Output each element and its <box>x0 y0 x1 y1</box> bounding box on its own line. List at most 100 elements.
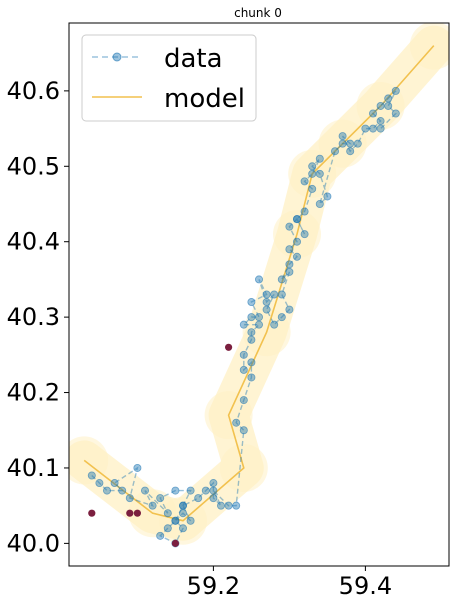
data-point <box>209 486 218 495</box>
y-tick-label: 40.2 <box>7 379 60 407</box>
data-point <box>353 139 362 148</box>
y-tick-label: 40.0 <box>7 529 60 557</box>
data-point <box>323 192 332 201</box>
data-point <box>368 109 377 118</box>
data-point <box>361 124 370 133</box>
data-point <box>285 267 294 276</box>
data-point <box>262 298 271 307</box>
data-point <box>103 486 112 495</box>
data-point <box>384 101 393 110</box>
data-point <box>376 124 385 133</box>
data-point <box>239 396 248 405</box>
plot-content <box>69 23 449 548</box>
data-point <box>110 479 119 488</box>
data-point <box>156 531 165 540</box>
data-point <box>270 320 279 329</box>
data-point <box>330 147 339 156</box>
x-tick-label: 59.4 <box>339 572 392 600</box>
data-point <box>156 494 165 503</box>
outlier-point <box>126 509 134 517</box>
data-point <box>346 147 355 156</box>
chart-title: chunk 0 <box>234 6 282 20</box>
axes: 40.0 40.1 40.2 40.3 40.4 40.5 40.6 59.2 59.4 <box>7 77 393 600</box>
data-point <box>87 471 96 480</box>
data-point <box>133 463 142 472</box>
plot-area <box>69 23 449 548</box>
data-point <box>315 154 324 163</box>
data-point <box>376 117 385 126</box>
data-point <box>308 184 317 193</box>
data-point <box>163 509 172 518</box>
data-point <box>239 350 248 359</box>
data-point <box>186 486 195 495</box>
data-point <box>277 290 286 299</box>
y-tick-label: 40.3 <box>7 303 60 331</box>
data-point <box>285 305 294 314</box>
data-point <box>247 298 256 307</box>
data-point <box>277 313 286 322</box>
legend-label-model: model <box>164 84 245 114</box>
data-point <box>254 313 263 322</box>
data-point <box>140 486 149 495</box>
data-point <box>368 124 377 133</box>
data-point <box>178 509 187 518</box>
data-point <box>300 230 309 239</box>
data-point <box>247 373 256 382</box>
data-point <box>239 320 248 329</box>
data-point <box>308 169 317 178</box>
data-point <box>95 479 104 488</box>
outlier-point <box>88 509 96 517</box>
data-point <box>308 162 317 171</box>
legend-label-data: data <box>164 44 223 74</box>
y-tick-label: 40.5 <box>7 152 60 180</box>
data-point <box>178 501 187 510</box>
data-point <box>247 328 256 337</box>
legend: data model <box>81 34 257 122</box>
y-tick-label: 40.1 <box>7 454 60 482</box>
data-point <box>376 101 385 110</box>
y-tick-label: 40.4 <box>7 228 60 256</box>
y-tick-label: 40.6 <box>7 77 60 105</box>
model-band-node <box>69 436 109 485</box>
data-point <box>209 479 218 488</box>
data-point <box>300 177 309 186</box>
data-point <box>292 215 301 224</box>
data-point <box>254 320 263 329</box>
data-point <box>171 486 180 495</box>
data-point <box>285 260 294 269</box>
data-point <box>224 501 233 510</box>
data-point <box>247 358 256 367</box>
data-point <box>338 132 347 141</box>
data-point <box>194 494 203 503</box>
outlier-point <box>171 539 179 547</box>
data-point <box>232 501 241 510</box>
data-point <box>239 365 248 374</box>
data-point <box>384 94 393 103</box>
legend-box <box>81 34 257 122</box>
data-point <box>262 305 271 314</box>
data-point <box>118 486 127 495</box>
data-point <box>292 237 301 246</box>
data-point <box>239 426 248 435</box>
data-point <box>163 524 172 533</box>
data-point <box>292 252 301 261</box>
data-point <box>247 313 256 322</box>
data-point <box>391 86 400 95</box>
data-point <box>277 275 286 284</box>
data-point <box>285 245 294 254</box>
data-point <box>171 516 180 525</box>
x-tick-label: 59.2 <box>187 572 240 600</box>
data-point <box>209 494 218 503</box>
model-band-node <box>409 23 449 70</box>
data-point <box>285 222 294 231</box>
data-point <box>178 524 187 533</box>
data-point <box>270 290 279 299</box>
data-point <box>346 139 355 148</box>
data-point <box>201 486 210 495</box>
data-point <box>125 494 134 503</box>
data-point <box>247 335 256 344</box>
data-point <box>338 139 347 148</box>
plot-frame <box>68 22 450 567</box>
data-point <box>300 207 309 216</box>
